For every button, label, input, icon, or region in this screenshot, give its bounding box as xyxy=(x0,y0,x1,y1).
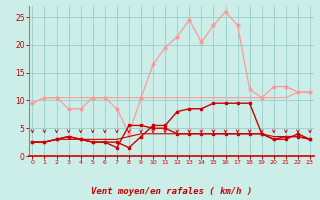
Text: Vent moyen/en rafales ( km/h ): Vent moyen/en rafales ( km/h ) xyxy=(91,187,252,196)
